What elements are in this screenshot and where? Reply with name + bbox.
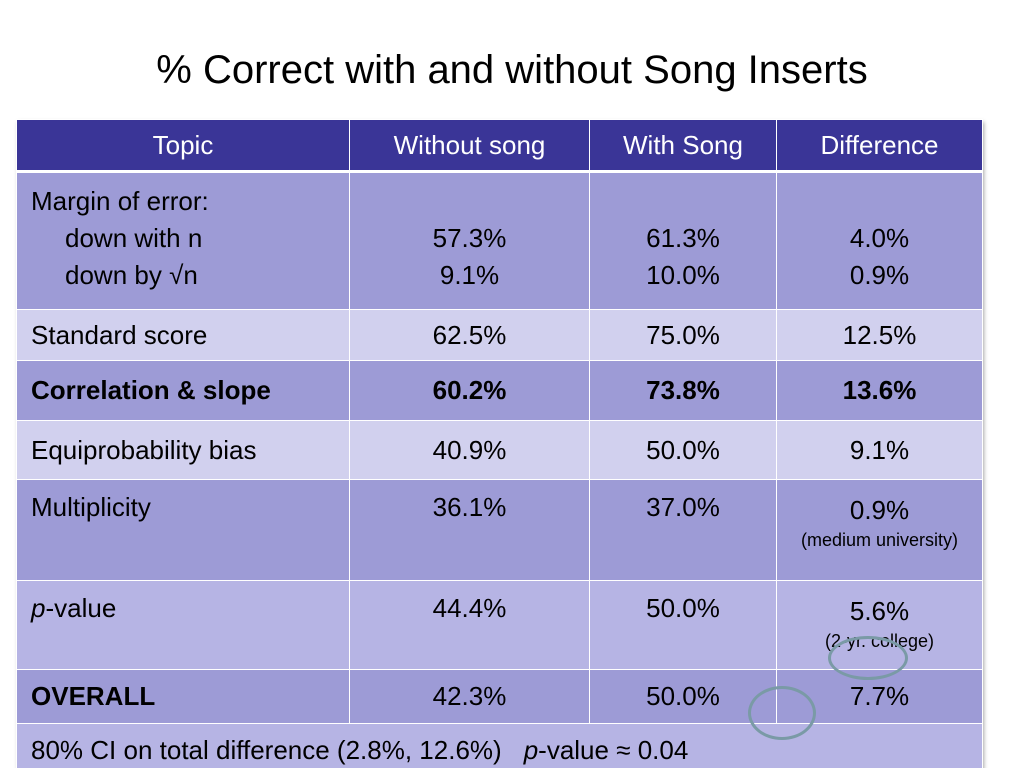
cell-with-song: 73.8% xyxy=(589,360,777,421)
cell-without-song: 44.4% xyxy=(349,580,590,670)
footer-p-value: -value ≈ 0.04 xyxy=(538,735,689,765)
table-row-p-value: p-value 44.4% 50.0% 5.6% (2-yr. college) xyxy=(16,580,983,670)
results-table: Topic Without song With Song Difference … xyxy=(16,119,983,768)
cell-with-song: 50.0% xyxy=(589,669,777,724)
cell-without-song: 36.1% xyxy=(349,479,590,581)
footer-ci-cell: 80% CI on total difference (2.8%, 12.6%)… xyxy=(16,723,983,768)
cell-difference: 9.1% xyxy=(776,420,983,480)
cell-without-song: 62.5% xyxy=(349,309,590,361)
header-with-song: With Song xyxy=(589,119,777,173)
table-row-correlation-slope: Correlation & slope 60.2% 73.8% 13.6% xyxy=(16,360,983,421)
topic-sublabel-n: down with n xyxy=(65,223,203,253)
table-row-overall: OVERALL 42.3% 50.0% 7.7% xyxy=(16,669,983,724)
cell-topic: OVERALL xyxy=(16,669,350,724)
slide-title: % Correct with and without Song Inserts xyxy=(156,48,868,92)
value-without-n: 57.3% xyxy=(432,223,507,253)
topic-sublabel-sqrt-n: down by √n xyxy=(65,260,198,290)
table-row-margin-of-error: Margin of error: down with n down by √n … xyxy=(16,171,983,310)
cell-topic: Equiprobability bias xyxy=(16,420,350,480)
table-row-multiplicity: Multiplicity 36.1% 37.0% 0.9% (medium un… xyxy=(16,479,983,581)
cell-with-song: 75.0% xyxy=(589,309,777,361)
cell-with-song: 61.3% 10.0% xyxy=(589,171,777,310)
value-diff: 5.6% xyxy=(849,596,910,626)
diff-note: (medium university) xyxy=(800,530,959,550)
topic-rest: -value xyxy=(45,593,117,623)
ci-text: 80% CI on total difference (2.8%, 12.6%) xyxy=(31,735,502,765)
table-header-row: Topic Without song With Song Difference xyxy=(16,119,983,173)
cell-difference: 7.7% xyxy=(776,669,983,724)
value-diff: 0.9% xyxy=(849,495,910,525)
value-diff-n: 4.0% xyxy=(849,223,910,253)
cell-with-song: 37.0% xyxy=(589,479,777,581)
header-difference: Difference xyxy=(776,119,983,173)
cell-with-song: 50.0% xyxy=(589,420,777,480)
cell-topic: Correlation & slope xyxy=(16,360,350,421)
diff-note: (2-yr. college) xyxy=(824,631,935,651)
cell-topic: Multiplicity xyxy=(16,479,350,581)
table-row-equiprobability-bias: Equiprobability bias 40.9% 50.0% 9.1% xyxy=(16,420,983,480)
cell-without-song: 57.3% 9.1% xyxy=(349,171,590,310)
cell-without-song: 40.9% xyxy=(349,420,590,480)
cell-difference: 4.0% 0.9% xyxy=(776,171,983,310)
value-with-n: 61.3% xyxy=(646,223,720,253)
cell-with-song: 50.0% xyxy=(589,580,777,670)
cell-topic: Standard score xyxy=(16,309,350,361)
header-topic: Topic xyxy=(16,119,350,173)
topic-label: Margin of error: xyxy=(31,186,209,216)
table-footer-row: 80% CI on total difference (2.8%, 12.6%)… xyxy=(16,723,983,768)
value-with-sqrt-n: 10.0% xyxy=(646,260,720,290)
footer-italic-p: p xyxy=(523,735,539,765)
cell-difference: 13.6% xyxy=(776,360,983,421)
cell-difference: 12.5% xyxy=(776,309,983,361)
topic-italic-p: p xyxy=(31,593,46,623)
cell-without-song: 42.3% xyxy=(349,669,590,724)
cell-difference: 0.9% (medium university) xyxy=(776,479,983,581)
header-without-song: Without song xyxy=(349,119,590,173)
cell-without-song: 60.2% xyxy=(349,360,590,421)
cell-difference: 5.6% (2-yr. college) xyxy=(776,580,983,670)
value-diff-sqrt-n: 0.9% xyxy=(849,260,910,290)
table-row-standard-score: Standard score 62.5% 75.0% 12.5% xyxy=(16,309,983,361)
cell-topic: Margin of error: down with n down by √n xyxy=(16,171,350,310)
value-without-sqrt-n: 9.1% xyxy=(439,260,500,290)
cell-topic: p-value xyxy=(16,580,350,670)
